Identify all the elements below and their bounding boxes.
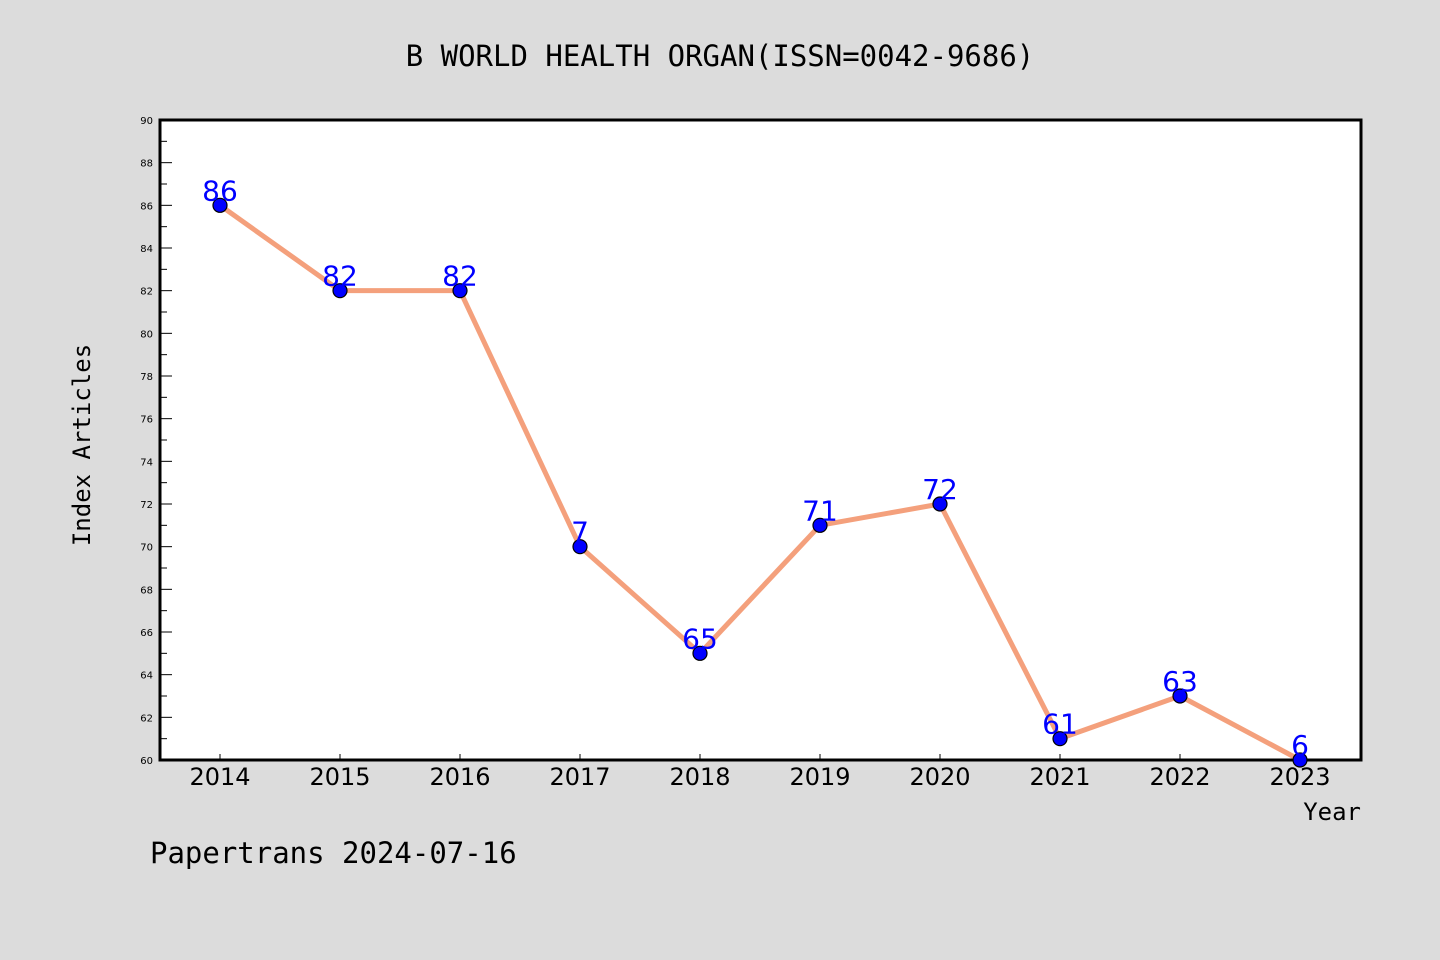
data-labels-group: 86 82 82 7 65 71 72 61 63 6 [202,174,1309,762]
y-tick-label: 86 [140,201,153,212]
data-point [212,197,228,213]
x-tick-label: 2023 [1269,763,1330,791]
x-tick-label: 2021 [1029,763,1090,791]
y-tick-label: 82 [140,287,153,298]
y-tick-label: 70 [140,543,153,554]
data-label: 63 [1162,665,1198,698]
data-point [572,539,588,555]
data-label: 86 [202,174,238,207]
data-label: 72 [922,473,958,506]
x-axis: 2014 2015 2016 2017 2018 2019 2020 2021 2022 2023 [189,754,1331,791]
y-tick-label: 78 [140,372,153,383]
y-axis: 60 62 64 66 68 70 72 74 76 78 80 82 84 86 88 90 [140,116,172,767]
data-point [1292,752,1308,768]
data-point [332,283,348,299]
y-tick-label: 68 [140,585,153,596]
x-tick-label: 2017 [549,763,610,791]
x-tick-label: 2014 [189,763,250,791]
data-point [812,517,828,533]
data-point [692,645,708,661]
data-point [452,283,468,299]
data-label: 61 [1042,708,1078,741]
data-point [1052,731,1068,747]
x-tick-label: 2016 [429,763,490,791]
x-tick-label: 2015 [309,763,370,791]
x-tick-label: 2018 [669,763,730,791]
y-tick-label: 60 [140,756,153,767]
series-line-group [217,202,1303,763]
y-tick-label: 90 [140,116,153,127]
y-tick-label: 80 [140,329,153,340]
data-label: 82 [442,260,478,293]
x-axis-label: Year [1303,798,1361,826]
x-tick-label: 2020 [909,763,970,791]
y-tick-label: 64 [140,671,153,682]
y-tick-label: 72 [140,500,153,511]
data-label: 6 [1291,729,1309,762]
data-point [932,496,948,512]
y-tick-label: 66 [140,628,153,639]
plot-area [158,118,1363,762]
y-tick-label: 84 [140,244,153,255]
x-tick-label: 2019 [789,763,850,791]
y-tick-label: 74 [140,457,153,468]
y-axis-label: Index Articles [68,344,96,546]
footer-text: Papertrans 2024-07-16 [150,836,517,870]
data-label: 7 [571,516,589,549]
data-points-group [212,197,1308,768]
chart-title: B WORLD HEALTH ORGAN(ISSN=0042-9686) [406,39,1035,73]
data-label: 82 [322,260,358,293]
data-point [1172,688,1188,704]
data-label: 71 [802,494,838,527]
y-tick-label: 88 [140,159,153,170]
series-line [217,202,1303,763]
y-tick-label: 76 [140,415,153,426]
data-label: 65 [682,622,718,655]
x-tick-label: 2022 [1149,763,1210,791]
y-tick-label: 62 [140,713,153,724]
